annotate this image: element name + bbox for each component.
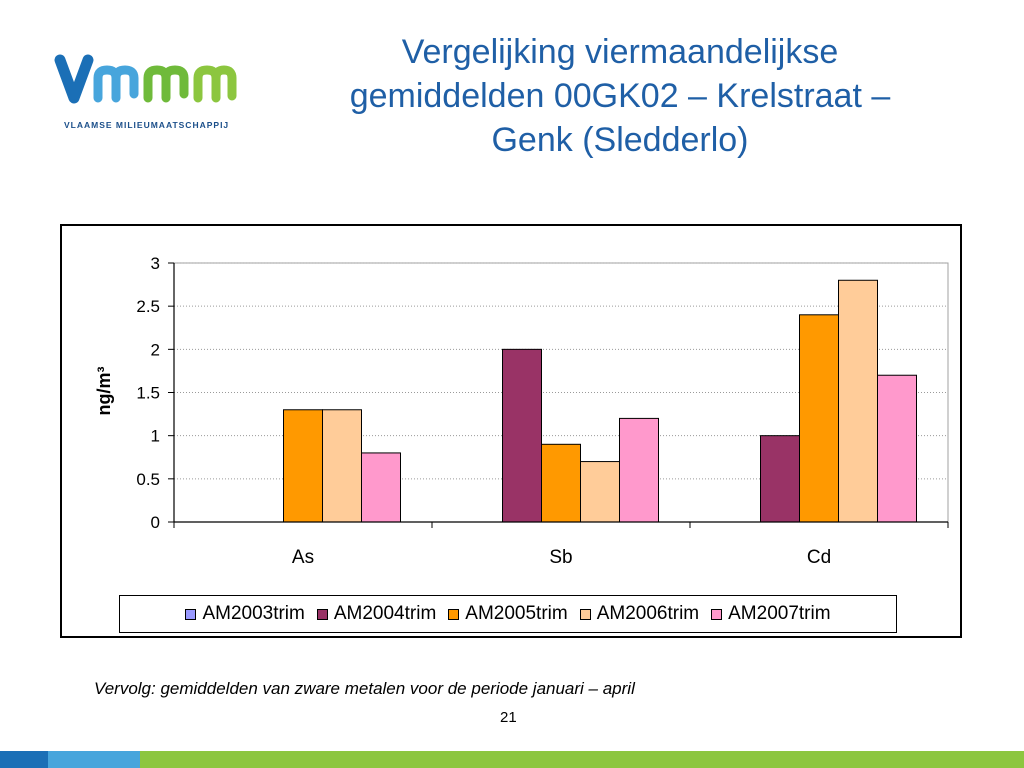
y-axis-label: ng/m³ xyxy=(94,367,114,416)
y-tick-label: 2.5 xyxy=(136,297,160,316)
legend-item: AM2004trim xyxy=(316,603,437,625)
chart-legend: AM2003trim AM2004trim AM2005trim AM2006trim… xyxy=(119,595,897,633)
footer-segment xyxy=(0,751,48,768)
bar xyxy=(799,314,839,523)
legend-swatch xyxy=(448,608,460,620)
bar xyxy=(619,417,659,523)
chart-frame: 0 0.5 1 1.5 2 2.5 3 As Sb Cd ng/m³ xyxy=(60,224,962,638)
legend-swatch xyxy=(316,608,328,620)
y-tick-label: 1 xyxy=(151,427,160,446)
vmm-logo: VLAAMSE MILIEUMAATSCHAPPIJ xyxy=(52,48,242,138)
legend-label: AM2006trim xyxy=(596,603,700,624)
bar-chart: 0 0.5 1 1.5 2 2.5 3 As Sb Cd ng/m³ xyxy=(94,254,949,568)
legend-label: AM2004trim xyxy=(333,603,437,624)
x-tick-label: As xyxy=(292,547,314,568)
footer-segment xyxy=(140,751,1024,768)
title-line-1: Vergelijking viermaandelijkse xyxy=(401,33,839,71)
slide-title: Vergelijking viermaandelijkse gemiddelde… xyxy=(270,30,970,162)
legend-swatch xyxy=(711,608,723,620)
legend-swatch xyxy=(185,608,197,620)
vmm-logo-mark xyxy=(54,54,237,104)
y-tick-label: 0.5 xyxy=(136,470,160,489)
bar xyxy=(877,374,917,523)
y-tick-label: 0 xyxy=(151,513,160,532)
bar xyxy=(541,443,581,523)
title-line-2: gemiddelden 00GK02 – Krelstraat – xyxy=(349,77,891,115)
bar-layer xyxy=(283,279,917,523)
legend-label: AM2003trim xyxy=(202,603,305,624)
axis-layer: 0 0.5 1 1.5 2 2.5 3 As Sb Cd xyxy=(136,254,949,568)
bar xyxy=(361,452,401,523)
x-tick-label: Cd xyxy=(807,547,831,568)
bar xyxy=(283,409,323,523)
legend-item: AM2003trim xyxy=(185,603,305,625)
slide-caption: Vervolg: gemiddelden van zware metalen v… xyxy=(94,679,635,698)
bar xyxy=(502,348,542,523)
legend-label: AM2007trim xyxy=(728,603,831,624)
bar xyxy=(760,435,800,523)
y-tick-label: 2 xyxy=(151,340,160,359)
title-line-3: Genk (Sledderlo) xyxy=(491,121,749,159)
logo-subtitle: VLAAMSE MILIEUMAATSCHAPPIJ xyxy=(64,120,230,130)
footer-bar xyxy=(0,751,1024,768)
legend-item: AM2005trim xyxy=(448,603,568,625)
bar xyxy=(838,279,878,523)
page-number: 21 xyxy=(500,709,517,726)
legend-swatch xyxy=(579,608,591,620)
y-tick-label: 1.5 xyxy=(136,384,160,403)
y-tick-label: 3 xyxy=(151,254,160,273)
bar xyxy=(580,461,620,523)
legend-item: AM2007trim xyxy=(711,603,831,625)
bar xyxy=(322,409,362,523)
legend-label: AM2005trim xyxy=(465,603,568,624)
x-tick-label: Sb xyxy=(549,547,572,568)
footer-segment xyxy=(48,751,140,768)
legend-item: AM2006trim xyxy=(579,603,700,625)
